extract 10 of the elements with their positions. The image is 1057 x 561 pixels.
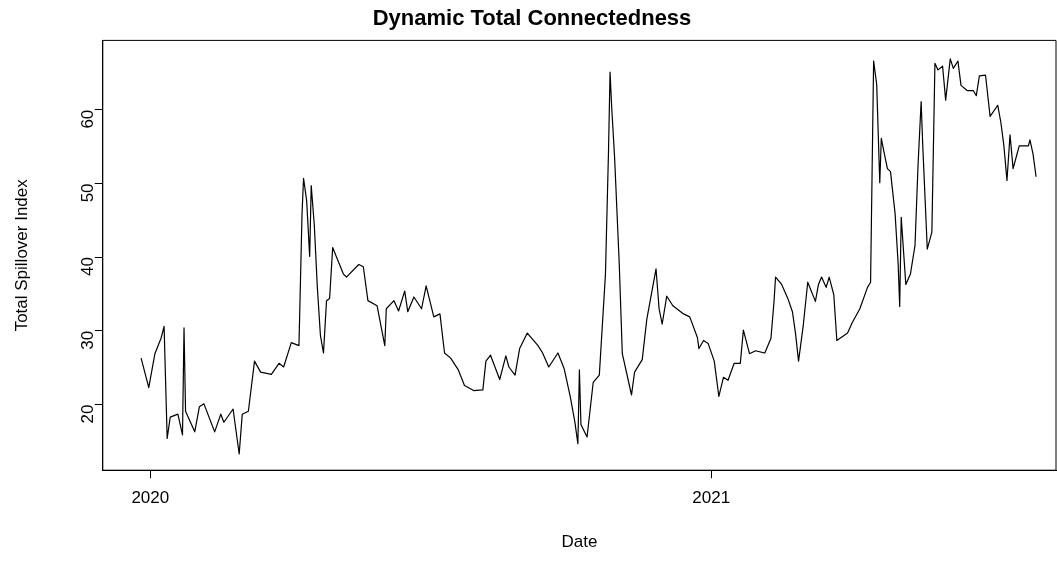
y-tick-label: 50: [78, 183, 98, 203]
y-tick-label: 40: [78, 257, 98, 277]
y-tick-label: 30: [78, 330, 98, 350]
y-tick-label: 20: [78, 404, 98, 424]
x-tick-label: 2020: [131, 488, 170, 508]
y-tick-label: 60: [78, 109, 98, 129]
y-axis-title: Total Spillover Index: [11, 178, 31, 332]
x-axis-title: Date: [561, 532, 598, 552]
x-tick-label: 2021: [692, 488, 731, 508]
chart-title: Dynamic Total Connectedness: [372, 5, 692, 31]
